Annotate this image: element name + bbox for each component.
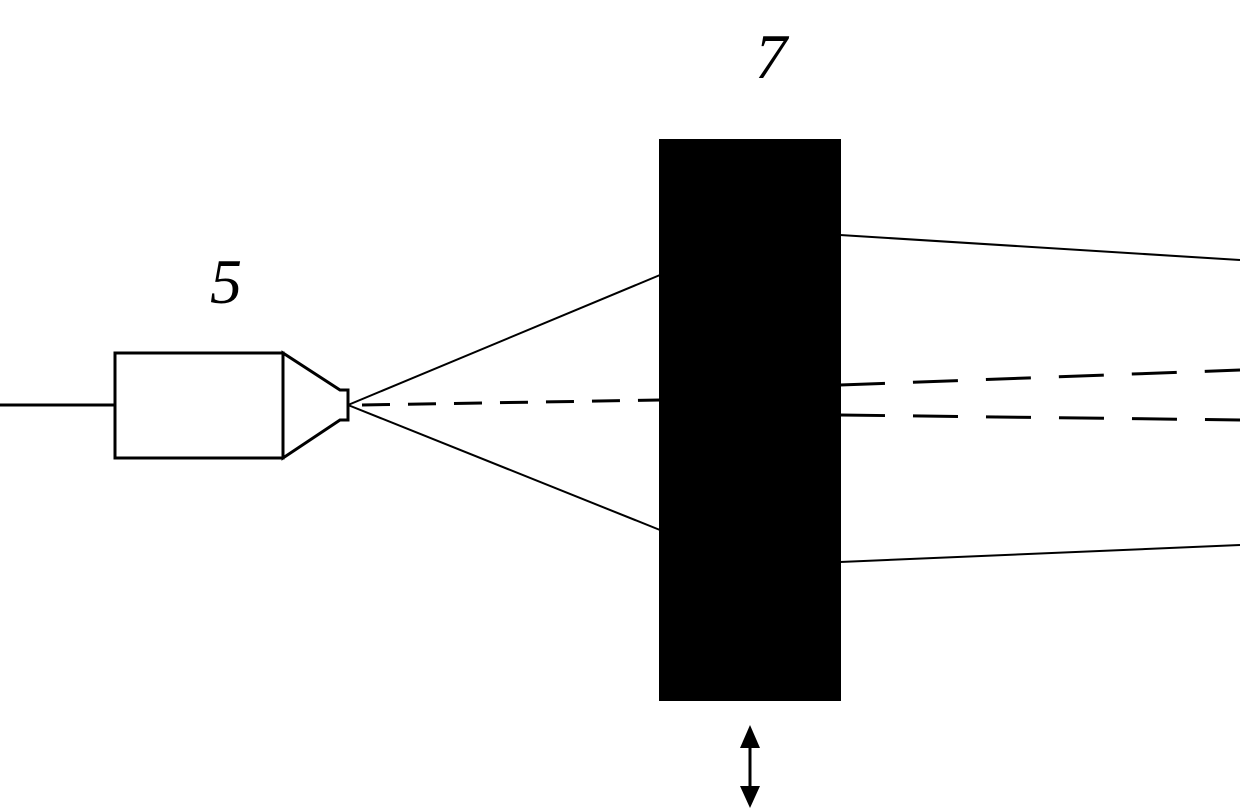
exit-beam-bottom <box>840 545 1240 562</box>
source-body <box>115 353 283 458</box>
beam-cone-bottom <box>348 405 660 530</box>
beam-cone-top <box>348 275 660 405</box>
label-source: 5 <box>210 245 242 319</box>
motion-arrow-head-up <box>740 725 760 748</box>
exit-beam-top <box>840 235 1240 260</box>
axis-dashed-left <box>362 400 660 405</box>
source-tip <box>283 353 348 458</box>
optics-diagram <box>0 0 1240 808</box>
axis-dashed-right-bottom <box>840 415 1240 420</box>
axis-dashed-right-top <box>840 370 1240 385</box>
label-block: 7 <box>755 20 787 94</box>
motion-arrow-head-down <box>740 786 760 808</box>
block <box>660 140 840 700</box>
